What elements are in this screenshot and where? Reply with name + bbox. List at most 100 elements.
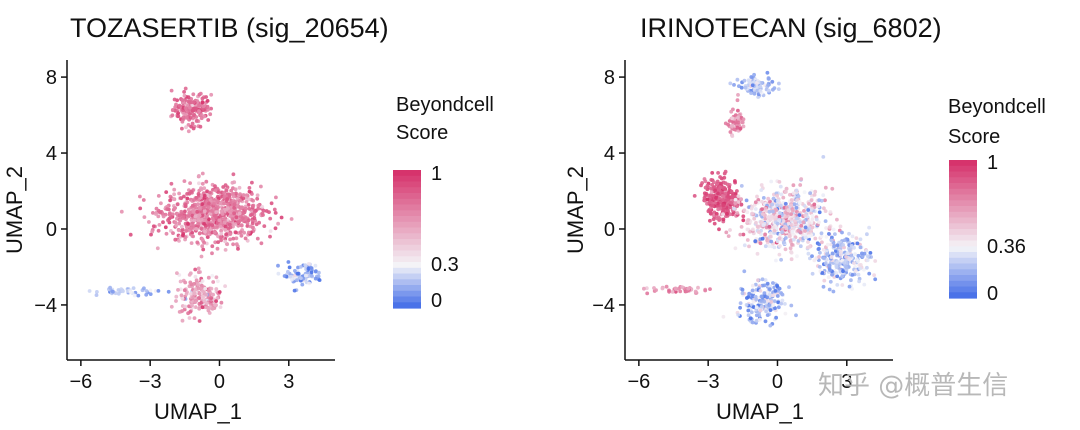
data-point [778,203,783,208]
data-point [747,244,751,249]
data-point [838,224,843,229]
data-point [189,226,193,231]
data-point [155,246,160,251]
data-point [154,212,158,216]
data-point [767,244,772,249]
data-point [779,301,784,306]
data-point [787,285,791,289]
data-point [703,179,708,184]
data-point [673,286,678,291]
data-point [738,301,743,305]
panel-2-y-label: UMAP_2 [563,166,588,254]
data-point [154,206,159,211]
data-point [276,271,281,276]
data-point [745,238,750,242]
data-point [760,277,765,282]
data-point [746,218,750,222]
data-point [835,274,840,279]
data-point [760,199,764,204]
data-point [810,213,815,218]
data-point [862,267,866,272]
data-point [823,261,828,266]
data-point [205,99,210,103]
data-point [754,313,759,318]
data-point [806,208,811,212]
data-point [186,95,191,100]
data-point [183,304,188,309]
data-point [202,193,207,198]
data-point [783,247,788,252]
data-point [784,190,788,194]
data-point [838,252,843,257]
data-point [696,285,700,290]
data-point [202,205,206,210]
data-point [295,278,299,283]
data-point [775,283,779,288]
data-point [176,111,181,115]
data-point [777,180,782,184]
data-point [717,227,721,232]
data-point [228,237,233,242]
panel-1-points [87,86,322,323]
data-point [820,240,824,245]
data-point [196,192,201,196]
data-point [816,247,821,252]
data-point [153,289,158,293]
data-point [755,194,759,199]
data-point [222,220,227,225]
data-point [194,227,199,231]
data-point [254,222,259,227]
data-point [171,212,175,217]
data-point [237,185,242,190]
panel-1-legend-label-threshold: 0.3 [431,254,459,276]
data-point [230,180,235,185]
data-point [778,184,783,189]
data-point [282,274,287,278]
data-point [250,204,255,208]
data-point [214,210,219,215]
data-point [251,225,255,230]
x-tick-label: 3 [841,371,852,393]
data-point [755,84,760,89]
data-point [183,86,188,91]
data-point [220,212,225,216]
data-point [176,288,180,292]
y-tick-label: 4 [604,143,615,165]
colorbar-step [393,302,421,309]
data-point [169,304,174,309]
data-point [200,244,205,249]
data-point [147,220,151,224]
data-point [781,195,786,200]
panel-2-points [642,70,878,328]
data-point [686,286,691,291]
data-point [741,124,746,129]
panel-2-legend-label-threshold: 0.36 [987,236,1026,258]
data-point [317,270,321,275]
data-point [755,251,760,256]
data-point [245,224,250,228]
data-point [798,183,803,187]
data-point [818,250,822,255]
data-point [810,225,815,230]
data-point [759,305,764,309]
data-point [835,260,839,264]
data-point [236,223,241,228]
data-point [205,301,209,306]
data-point [191,113,196,117]
data-point [142,286,146,291]
data-point [196,216,201,221]
data-point [185,196,190,201]
data-point [235,197,240,201]
data-point [821,284,826,289]
data-point [178,218,183,223]
data-point [739,197,743,202]
data-point [723,169,728,174]
panel-2-x-label: UMAP_1 [716,399,804,424]
data-point [795,254,799,259]
data-point [840,230,844,235]
data-point [204,215,209,219]
data-point [186,123,191,127]
data-point [204,95,209,99]
data-point [832,244,836,249]
